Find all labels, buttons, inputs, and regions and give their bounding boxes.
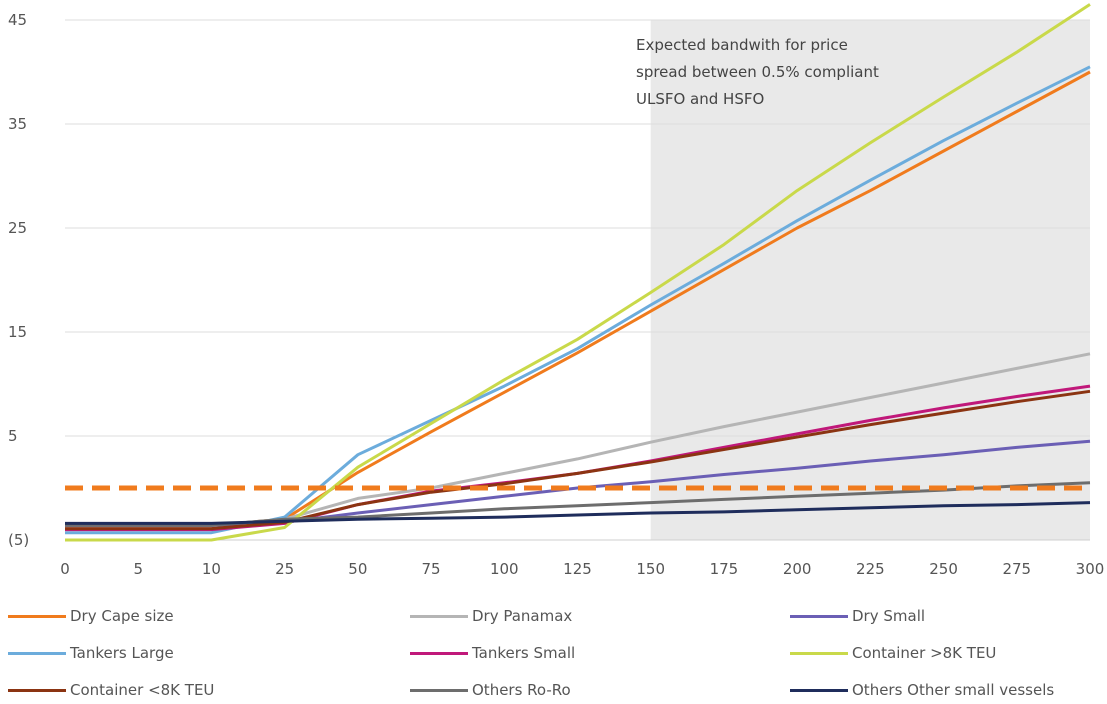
- legend-item: Tankers Small: [410, 641, 575, 665]
- y-tick-label: 5: [8, 427, 18, 445]
- legend-label: Dry Cape size: [70, 607, 174, 625]
- x-tick-label: 75: [422, 560, 441, 578]
- legend-label: Dry Small: [852, 607, 926, 625]
- legend-item: Dry Small: [790, 604, 925, 628]
- gridlines: [65, 19, 1090, 541]
- legend-item: Container <8K TEU: [8, 678, 214, 702]
- legend-swatch: [410, 614, 468, 618]
- legend-swatch: [790, 651, 848, 655]
- x-tick-label: 50: [348, 560, 367, 578]
- legend-swatch: [410, 651, 468, 655]
- legend-item: Others Ro-Ro: [410, 678, 571, 702]
- legend-item: Tankers Large: [8, 641, 174, 665]
- x-tick-label: 5: [133, 560, 143, 578]
- y-tick-label: (5): [8, 531, 29, 549]
- annotation-line-3: ULSFO and HSFO: [636, 90, 764, 108]
- legend-label: Tankers Small: [472, 644, 576, 662]
- x-tick-label: 25: [275, 560, 294, 578]
- x-tick-label: 200: [783, 560, 812, 578]
- expected-bandwidth-region: [650, 20, 1090, 540]
- series-line-container-8k-teu: [65, 3, 1091, 542]
- x-tick-label: 100: [490, 560, 519, 578]
- x-tick-label: 125: [563, 560, 592, 578]
- x-tick-label: 175: [710, 560, 739, 578]
- legend-label: Container >8K TEU: [852, 644, 997, 662]
- annotation-line-1: Expected bandwith for price: [636, 36, 848, 54]
- x-tick-label: 300: [1076, 560, 1105, 578]
- x-tick-label: 0: [60, 560, 70, 578]
- legend-item: Dry Cape size: [8, 604, 174, 628]
- x-tick-label: 225: [856, 560, 885, 578]
- legend-label: Others Other small vessels: [852, 681, 1055, 699]
- line-chart: 45 35 25 15 5 (5) 0 5 10 25 50 75 100 125 150 175 200 22…: [8, 3, 1104, 578]
- y-tick-label: 35: [8, 115, 27, 133]
- x-axis-ticks: 0 5 10 25 50 75 100 125 150 175 200 225 250 275 300: [60, 560, 1104, 578]
- legend-label: Tankers Large: [70, 644, 174, 662]
- y-tick-label: 25: [8, 219, 27, 237]
- legend-label: Others Ro-Ro: [472, 681, 571, 699]
- x-tick-label: 150: [636, 560, 665, 578]
- legend: Dry Cape size Dry Panamax Dry Small Tankers…: [0, 598, 1107, 704]
- series-lines: [65, 3, 1091, 542]
- legend-swatch: [410, 688, 468, 692]
- legend-swatch: [790, 614, 848, 618]
- series-line-others-other-small-vessels: [65, 501, 1091, 525]
- y-tick-label: 15: [8, 323, 27, 341]
- legend-swatch: [8, 688, 66, 692]
- y-axis-ticks: 45 35 25 15 5 (5): [8, 11, 29, 549]
- legend-item: Container >8K TEU: [790, 641, 996, 665]
- legend-item: Others Other small vessels: [790, 678, 1054, 702]
- legend-item: Dry Panamax: [410, 604, 572, 628]
- legend-swatch: [8, 651, 66, 655]
- annotation-line-2: spread between 0.5% compliant: [636, 63, 879, 81]
- x-tick-label: 275: [1002, 560, 1031, 578]
- series-line-container-8k-teu: [65, 389, 1091, 531]
- legend-swatch: [8, 614, 66, 618]
- legend-label: Dry Panamax: [472, 607, 573, 625]
- legend-swatch: [790, 688, 848, 692]
- legend-label: Container <8K TEU: [70, 681, 215, 699]
- x-tick-label: 250: [929, 560, 958, 578]
- x-tick-label: 10: [202, 560, 221, 578]
- y-tick-label: 45: [8, 11, 27, 29]
